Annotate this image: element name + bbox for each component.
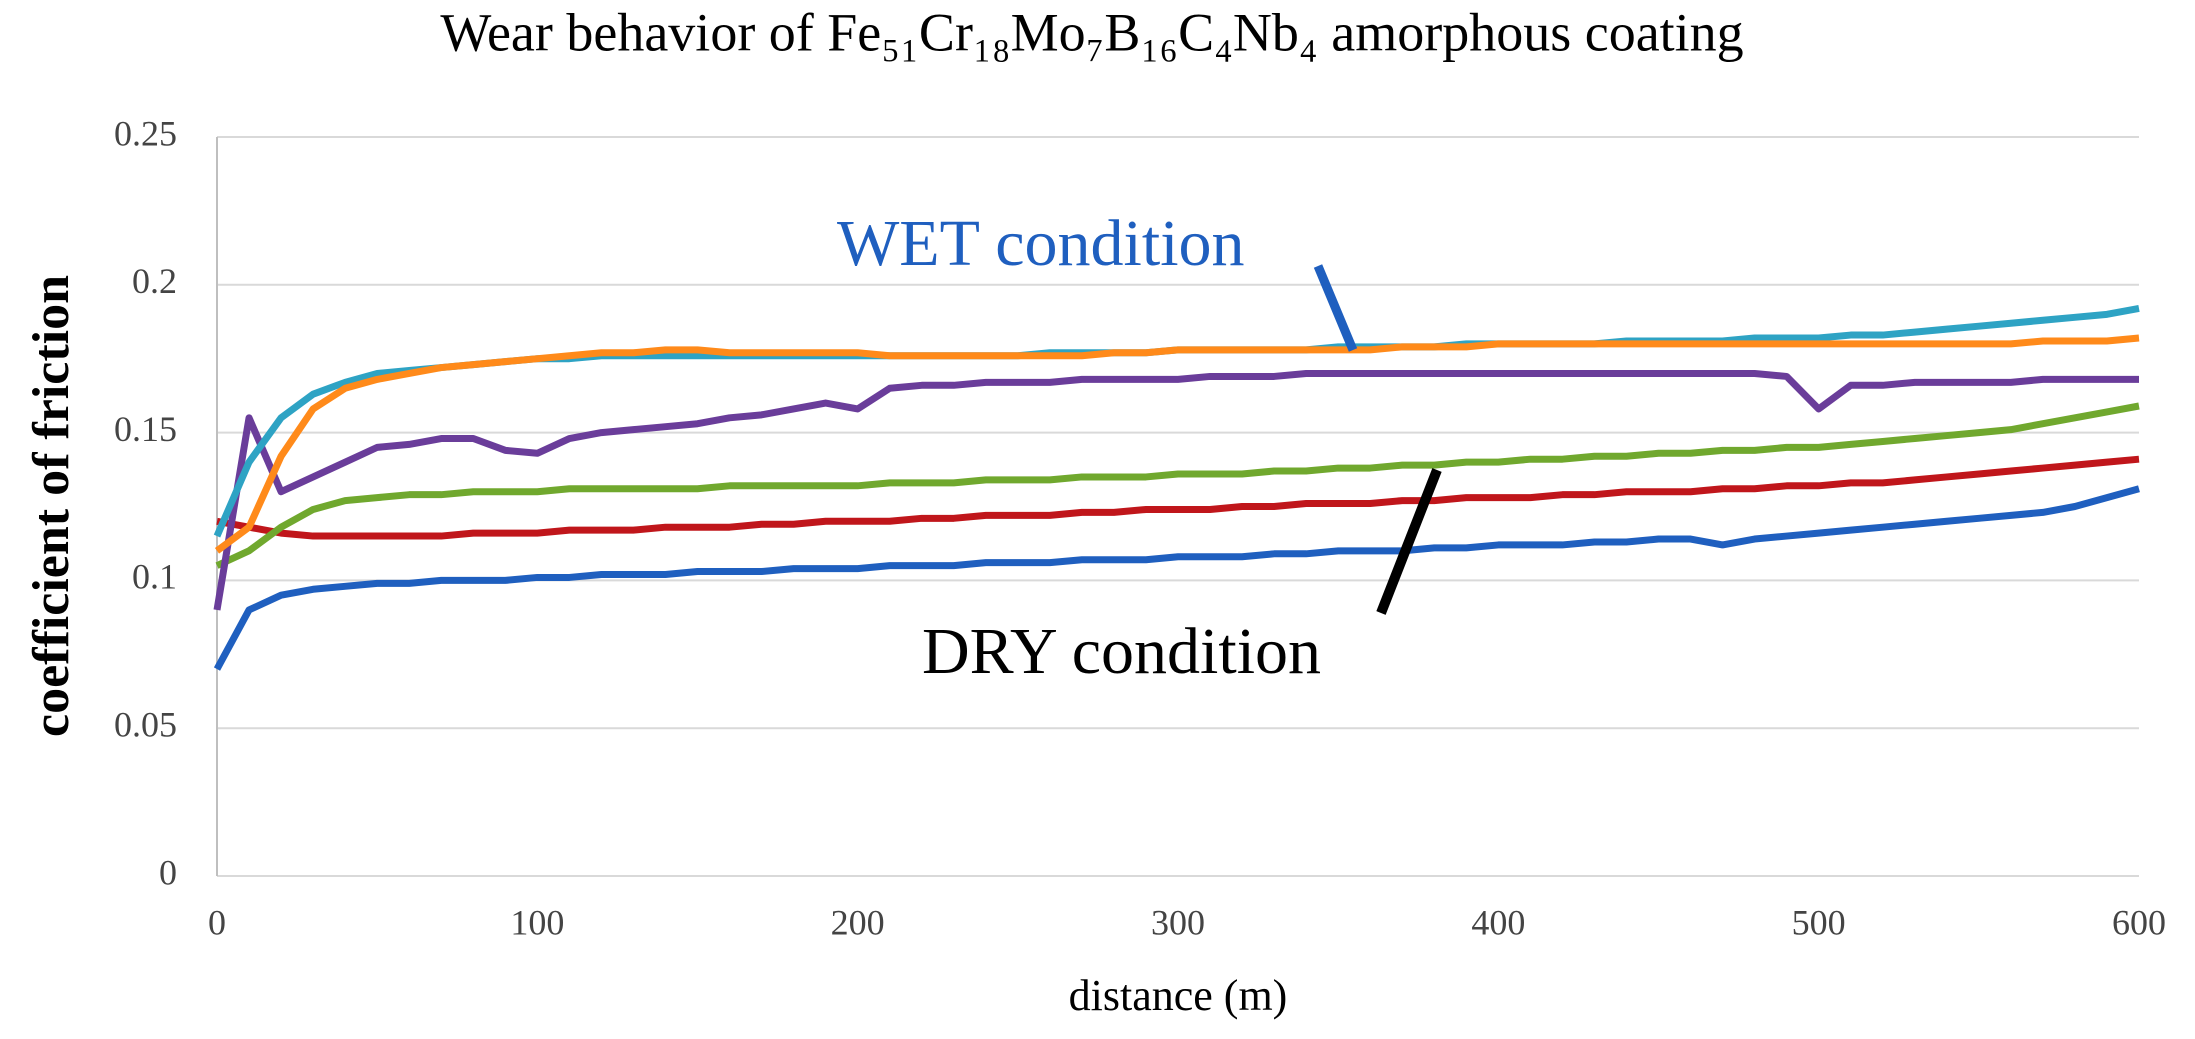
x-tick-label: 0: [208, 902, 226, 942]
y-tick-label: 0.1: [132, 557, 177, 597]
series-line: [216, 455, 2140, 540]
dry-arrow: [1376, 468, 1442, 615]
y-tick-label: 0.15: [114, 409, 177, 449]
x-tick-label: 500: [1792, 902, 1846, 942]
wet-arrow: [1313, 264, 1358, 352]
x-axis-label: distance (m): [1069, 971, 1288, 1020]
x-tick-label: 300: [1151, 902, 1205, 942]
plot-lines: [213, 305, 2140, 671]
x-tick-label: 100: [510, 902, 564, 942]
y-tick-label: 0.25: [114, 113, 177, 153]
grid: 0 0.05 0.1 0.15 0.2 0.25 0 100 200 300 400 500 600: [114, 113, 2166, 942]
dry-annotation: DRY condition: [922, 615, 1321, 688]
series-line: [213, 369, 2139, 611]
y-tick-label: 0.2: [132, 261, 177, 301]
x-tick-label: 400: [1471, 902, 1525, 942]
x-tick-label: 200: [831, 902, 885, 942]
chart-title: Wear behavior of Fe₅₁Cr₁₈Mo₇B₁₆C₄Nb₄ amo…: [440, 2, 1743, 62]
wet-annotation: WET condition: [837, 207, 1245, 280]
series-line: [213, 485, 2140, 671]
y-tick-label: 0.05: [114, 704, 177, 744]
x-tick-label: 600: [2112, 902, 2166, 942]
series-line: [214, 334, 2140, 554]
y-tick-label: 0: [159, 852, 177, 892]
series-line: [215, 402, 2140, 569]
y-axis-label: coefficient of friction: [23, 275, 80, 737]
